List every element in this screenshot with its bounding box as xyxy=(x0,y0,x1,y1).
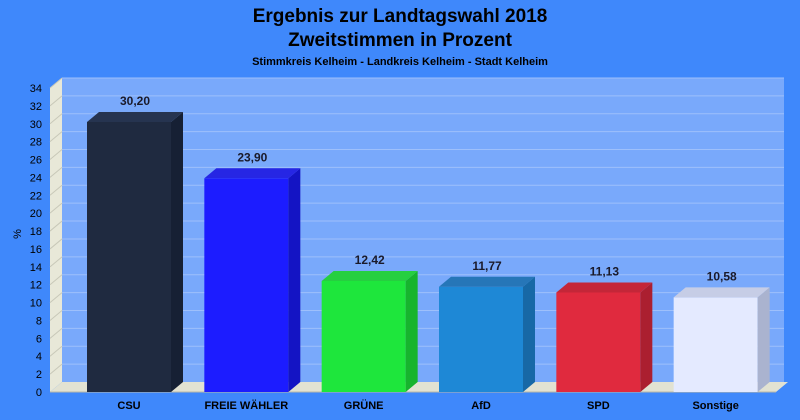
y-tick-label: 26 xyxy=(30,155,42,167)
bar-side xyxy=(171,111,183,392)
y-tick-label: 28 xyxy=(30,137,42,149)
gridline-wall xyxy=(49,202,63,214)
gridline-wall xyxy=(49,292,63,303)
bar-csu xyxy=(87,111,183,392)
y-axis-label: % xyxy=(12,229,24,239)
bar-afd xyxy=(439,276,535,392)
x-tick-label: FREIE WÄHLER xyxy=(204,399,288,412)
gridline-wall xyxy=(49,256,63,268)
bar-front xyxy=(673,297,758,392)
y-tick-label: 16 xyxy=(30,244,42,256)
data-label: 11,13 xyxy=(590,264,620,278)
bar-side xyxy=(288,168,301,392)
bars xyxy=(87,111,770,392)
bar-top xyxy=(87,111,183,122)
bar-top xyxy=(204,168,301,179)
gridline-wall xyxy=(49,363,63,375)
x-tick-label: SPD xyxy=(587,400,610,412)
data-label: 23,90 xyxy=(237,150,267,164)
gridline-wall xyxy=(49,77,63,89)
bar-top xyxy=(673,287,770,298)
x-tick-label: AfD xyxy=(471,400,491,412)
bar-side xyxy=(640,282,653,392)
y-tick-label: 8 xyxy=(36,315,42,327)
gridline-wall xyxy=(49,310,63,321)
data-label: 11,77 xyxy=(472,259,502,273)
bar-side xyxy=(757,287,770,392)
y-tick-label: 14 xyxy=(30,262,42,274)
bar-front xyxy=(439,286,523,392)
gridline-wall xyxy=(49,274,63,286)
x-tick-label: CSU xyxy=(117,400,140,412)
data-label: 10,58 xyxy=(707,269,737,283)
bar-front xyxy=(87,121,171,392)
y-tick-label: 24 xyxy=(30,172,42,184)
data-labels: 30,20 23,90 12,42 11,77 11,13 10,58 xyxy=(120,94,737,283)
gridline-wall xyxy=(49,345,63,357)
bar-grüne xyxy=(321,270,418,392)
y-tick-label: 32 xyxy=(30,101,42,113)
x-tick-label: GRÜNE xyxy=(344,399,384,412)
bar-side xyxy=(523,276,535,392)
bar-front xyxy=(556,292,641,392)
data-label: 12,42 xyxy=(355,253,385,267)
gridline-wall xyxy=(49,167,63,178)
bar-top xyxy=(439,276,535,287)
chart-subtitle: Stimmkreis Kelheim - Landkreis Kelheim -… xyxy=(252,56,548,68)
gridline-wall xyxy=(49,220,63,232)
bar-front xyxy=(321,280,406,392)
bar-top xyxy=(321,270,418,281)
bar-side xyxy=(405,270,418,392)
y-tick-label: 2 xyxy=(36,369,42,381)
gridline-wall xyxy=(49,131,63,143)
gridline-wall xyxy=(49,327,63,339)
y-tick-label: 6 xyxy=(36,333,42,345)
y-tick-label: 22 xyxy=(30,190,42,202)
y-tick-label: 4 xyxy=(36,351,42,363)
data-label: 30,20 xyxy=(120,94,150,108)
chart-title-line-1: Ergebnis zur Landtagswahl 2018 xyxy=(253,6,548,27)
y-tick-label: 30 xyxy=(30,119,42,131)
bar-top xyxy=(556,282,653,293)
bar-sonstige xyxy=(673,287,770,392)
y-tick-label: 34 xyxy=(30,83,42,95)
y-tick-label: 18 xyxy=(30,226,42,238)
gridline-wall xyxy=(49,184,63,196)
plot-left-wall xyxy=(50,78,62,392)
bar-front xyxy=(204,178,289,392)
x-tick-label: Sonstige xyxy=(692,400,738,412)
y-tick-label: 0 xyxy=(36,387,42,399)
y-tick-label: 12 xyxy=(30,280,42,292)
gridline-wall xyxy=(49,95,63,107)
gridline-wall xyxy=(49,149,63,160)
chart-title-line-2: Zweitstimmen in Prozent xyxy=(288,30,512,51)
y-tick-label: 20 xyxy=(30,208,42,220)
bar-freie-wähler xyxy=(204,168,301,392)
bar-spd xyxy=(556,282,653,392)
gridline-wall xyxy=(49,113,63,125)
x-axis: CSU FREIE WÄHLER GRÜNE AfD SPD Sonstige xyxy=(117,399,739,412)
y-tick-label: 10 xyxy=(30,298,42,310)
gridline-wall xyxy=(49,238,63,250)
